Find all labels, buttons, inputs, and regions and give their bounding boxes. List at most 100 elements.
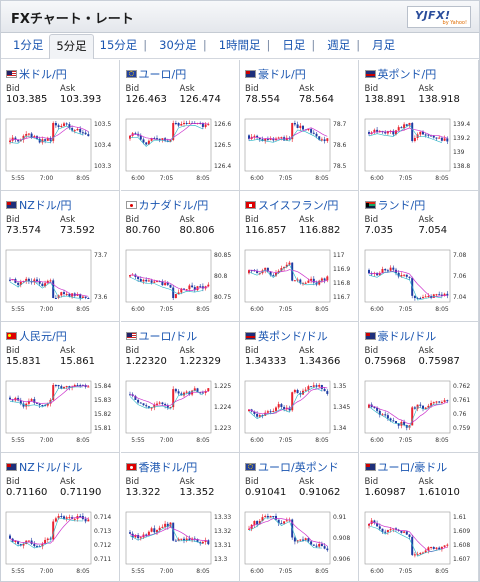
candle-body bbox=[87, 134, 90, 137]
y-tick-label: 7.08 bbox=[453, 252, 467, 259]
rate-card[interactable]: 豪ドル/円 Bid Ask 78.554 78.564 78.7 78.6 78.5 6:00 7… bbox=[240, 60, 359, 191]
rate-card[interactable]: 香港ドル/円 Bid Ask 13.322 13.352 13.33 13.32 13.31 1… bbox=[121, 453, 240, 582]
candle-body bbox=[258, 521, 261, 525]
candle-body bbox=[163, 283, 166, 286]
tab-timeframe[interactable]: 日足 | bbox=[276, 37, 321, 58]
candle-body bbox=[250, 270, 253, 272]
candle-body bbox=[323, 388, 326, 392]
pair-link[interactable]: ランド/円 bbox=[364, 197, 425, 213]
bid-value: 1.60987 bbox=[364, 487, 406, 498]
rate-card[interactable]: ユーロ/豪ドル Bid Ask 1.60987 1.61010 1.61 1.609 1.60… bbox=[360, 453, 479, 582]
mini-candlestick-chart[interactable]: 1.225 1.224 1.223 5:55 7:00 8:05 bbox=[123, 378, 238, 445]
x-tick-label: 8:05 bbox=[435, 306, 449, 313]
candle-body bbox=[65, 517, 68, 519]
mini-candlestick-chart[interactable]: 117 116.9 116.8 116.7 6:00 7:05 8:05 bbox=[242, 247, 357, 314]
rate-card[interactable]: NZドル/円 Bid Ask 73.574 73.592 73.7 73.6 5:55 7:00… bbox=[1, 191, 120, 322]
pair-link[interactable]: 英ポンド/円 bbox=[364, 66, 436, 82]
chart-frame bbox=[5, 118, 92, 172]
pair-link[interactable]: ユーロ/ドル bbox=[125, 328, 197, 344]
mini-candlestick-chart[interactable]: 73.7 73.6 5:55 7:00 8:05 bbox=[3, 247, 118, 314]
bid-label: Bid bbox=[364, 84, 379, 94]
flag-icon bbox=[364, 332, 376, 340]
y-tick-label: 0.714 bbox=[94, 514, 111, 521]
pair-link[interactable]: 豪ドル/円 bbox=[245, 66, 306, 82]
candle-body bbox=[144, 405, 147, 407]
rate-card[interactable]: 英ポンド/ドル Bid Ask 1.34333 1.34366 1.35 1.345 1.34… bbox=[240, 322, 359, 453]
mini-candlestick-chart[interactable]: 126.6 126.5 126.4 6:00 7:05 8:05 bbox=[123, 116, 238, 183]
pair-link[interactable]: ユーロ/円 bbox=[125, 66, 186, 82]
candle-body bbox=[139, 537, 142, 539]
mini-candlestick-chart[interactable]: 103.5 103.4 103.3 5:55 7:00 8:05 bbox=[3, 116, 118, 183]
pair-link[interactable]: 豪ドル/ドル bbox=[364, 328, 436, 344]
pair-link[interactable]: ユーロ/豪ドル bbox=[364, 459, 447, 475]
tab-timeframe[interactable]: 1分足 bbox=[7, 37, 49, 58]
pair-link[interactable]: ユーロ/英ポンド bbox=[245, 459, 339, 475]
candle-body bbox=[418, 404, 421, 406]
signal-line bbox=[248, 517, 322, 549]
candle-body bbox=[27, 400, 30, 404]
rate-card[interactable]: カナダドル/円 Bid Ask 80.760 80.806 80.85 80.8 80.75 6… bbox=[120, 191, 240, 322]
rate-card[interactable]: 米ドル/円 Bid Ask 103.385 103.393 103.5 103.4 103.3… bbox=[1, 60, 120, 191]
mini-candlestick-chart[interactable]: 7.08 7.06 7.04 6:00 7:05 8:05 bbox=[362, 247, 477, 314]
candle-body bbox=[206, 388, 209, 392]
y-tick-label: 0.76 bbox=[453, 411, 467, 418]
bid-value: 73.574 bbox=[6, 225, 41, 236]
mini-candlestick-chart[interactable]: 1.61 1.609 1.608 1.607 6:00 7:05 8:05 bbox=[362, 509, 477, 576]
pair-link[interactable]: 香港ドル/円 bbox=[125, 459, 197, 475]
mini-candlestick-chart[interactable]: 0.91 0.908 0.906 6:00 7:05 8:05 bbox=[242, 509, 357, 576]
rate-card[interactable]: ユーロ/ドル Bid Ask 1.22320 1.22329 1.225 1.224 1.22… bbox=[120, 322, 240, 453]
candle-body bbox=[79, 516, 82, 517]
pair-link[interactable]: カナダドル/円 bbox=[125, 197, 208, 213]
candle-body bbox=[413, 554, 416, 556]
candle-body bbox=[152, 404, 155, 408]
candle-body bbox=[416, 554, 419, 556]
rate-card[interactable]: ユーロ/円 Bid Ask 126.463 126.474 126.6 126.5 126.4… bbox=[120, 60, 240, 191]
mini-candlestick-chart[interactable]: 13.33 13.32 13.31 13.3 5:55 7:00 8:05 bbox=[123, 509, 238, 576]
tab-timeframe[interactable]: 週足 | bbox=[321, 37, 366, 58]
candle-body bbox=[52, 123, 55, 141]
pair-link[interactable]: NZドル/円 bbox=[6, 197, 71, 213]
rate-card[interactable]: 豪ドル/ドル Bid Ask 0.75968 0.75987 0.762 0.761 0.76… bbox=[359, 322, 479, 453]
mini-candlestick-chart[interactable]: 0.762 0.761 0.76 0.759 6:00 7:05 8:05 bbox=[362, 378, 477, 445]
candle-body bbox=[158, 527, 161, 531]
candle-body bbox=[54, 518, 57, 522]
tab-timeframe[interactable]: 30分足 | bbox=[153, 37, 213, 58]
tab-timeframe[interactable]: 5分足 bbox=[49, 34, 94, 59]
candle-body bbox=[424, 134, 427, 136]
mini-candlestick-chart[interactable]: 1.35 1.345 1.34 6:00 7:05 8:05 bbox=[242, 378, 357, 445]
pair-link[interactable]: 米ドル/円 bbox=[6, 66, 67, 82]
candle-body bbox=[418, 131, 421, 135]
candle-body bbox=[307, 386, 310, 390]
candle-body bbox=[405, 124, 408, 126]
candle-body bbox=[44, 283, 47, 287]
candle-body bbox=[65, 386, 68, 388]
mini-candlestick-chart[interactable]: 15.84 15.83 15.82 15.81 5:55 7:00 8:05 bbox=[3, 378, 118, 445]
pair-link[interactable]: 英ポンド/ドル bbox=[245, 328, 328, 344]
rate-card[interactable]: NZドル/ドル Bid Ask 0.71160 0.71190 0.714 0.713 0.7… bbox=[1, 453, 120, 582]
x-tick-label: 8:05 bbox=[196, 175, 210, 182]
rate-card[interactable]: ランド/円 Bid Ask 7.035 7.054 7.08 7.06 7.04 6:00 7:0… bbox=[359, 191, 479, 322]
rate-card[interactable]: 人民元/円 Bid Ask 15.831 15.861 15.84 15.83 15.82 15… bbox=[1, 322, 120, 453]
mini-candlestick-chart[interactable]: 0.714 0.713 0.712 0.711 5:55 7:00 8:05 bbox=[3, 509, 118, 576]
mini-candlestick-chart[interactable]: 80.85 80.8 80.75 6:00 7:05 8:05 bbox=[123, 247, 238, 314]
tab-timeframe[interactable]: 1時間足 | bbox=[213, 37, 277, 58]
candle-body bbox=[147, 280, 150, 282]
yjfx-logo[interactable]: YJFX! by Yahoo! bbox=[407, 6, 471, 28]
ask-value: 73.592 bbox=[60, 225, 95, 236]
tab-timeframe[interactable]: 月足 bbox=[366, 37, 401, 58]
mini-candlestick-chart[interactable]: 139.4 139.2 139 138.8 6:00 7:05 8:05 bbox=[362, 116, 477, 183]
candle-body bbox=[185, 123, 188, 124]
x-tick-label: 6:00 bbox=[370, 568, 384, 575]
tab-timeframe[interactable]: 15分足 | bbox=[94, 37, 154, 58]
rate-card[interactable]: スイスフラン/円 Bid Ask 116.857 116.882 117 116.9 116.… bbox=[240, 191, 359, 322]
tab-label: 週足 bbox=[327, 38, 351, 52]
pair-link[interactable]: NZドル/ドル bbox=[6, 459, 82, 475]
candle-body bbox=[421, 131, 424, 135]
ask-value: 80.806 bbox=[179, 225, 215, 236]
pair-link[interactable]: スイスフラン/円 bbox=[245, 197, 338, 213]
rate-card[interactable]: ユーロ/英ポンド Bid Ask 0.91041 0.91062 0.91 0.908 0.9… bbox=[240, 453, 359, 582]
candle-body bbox=[275, 272, 277, 276]
pair-link[interactable]: 人民元/円 bbox=[6, 328, 67, 344]
rate-card[interactable]: 英ポンド/円 Bid Ask 138.891 138.918 139.4 139.2 139 1… bbox=[359, 60, 479, 191]
mini-candlestick-chart[interactable]: 78.7 78.6 78.5 6:00 7:05 8:05 bbox=[242, 116, 357, 183]
